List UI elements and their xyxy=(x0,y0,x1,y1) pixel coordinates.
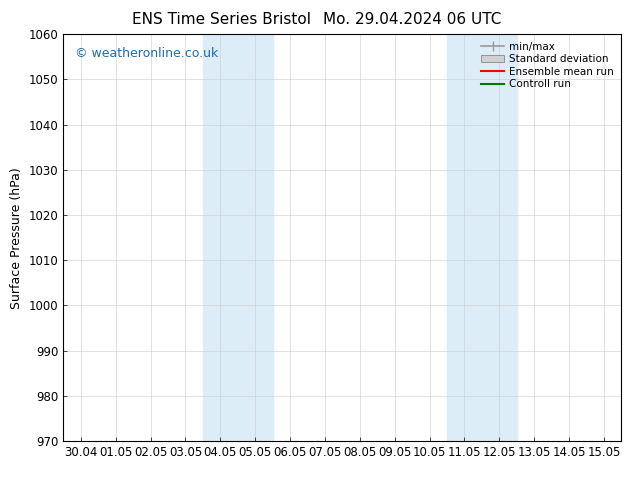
Bar xyxy=(203,34,273,441)
Bar xyxy=(447,34,517,441)
Legend: min/max, Standard deviation, Ensemble mean run, Controll run: min/max, Standard deviation, Ensemble me… xyxy=(479,40,616,92)
Y-axis label: Surface Pressure (hPa): Surface Pressure (hPa) xyxy=(10,167,23,309)
Text: Mo. 29.04.2024 06 UTC: Mo. 29.04.2024 06 UTC xyxy=(323,12,501,27)
Text: ENS Time Series Bristol: ENS Time Series Bristol xyxy=(133,12,311,27)
Text: © weatheronline.co.uk: © weatheronline.co.uk xyxy=(75,47,218,59)
